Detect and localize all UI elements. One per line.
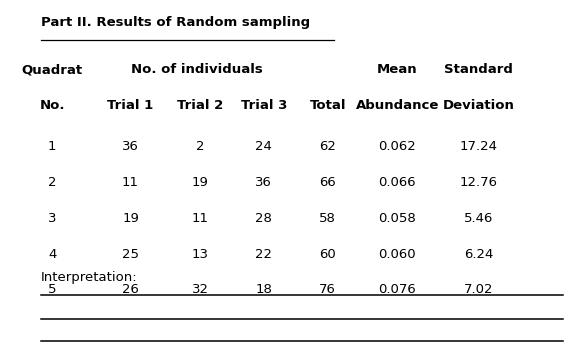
Text: 62: 62 — [319, 140, 336, 153]
Text: Total: Total — [310, 99, 346, 112]
Text: 11: 11 — [122, 176, 139, 189]
Text: 25: 25 — [122, 248, 139, 261]
Text: Standard: Standard — [444, 63, 513, 76]
Text: 66: 66 — [320, 176, 336, 189]
Text: Abundance: Abundance — [356, 99, 439, 112]
Text: 5: 5 — [48, 284, 56, 296]
Text: 19: 19 — [122, 212, 139, 225]
Text: Deviation: Deviation — [443, 99, 514, 112]
Text: 0.060: 0.060 — [379, 248, 416, 261]
Text: No.: No. — [39, 99, 65, 112]
Text: Trial 1: Trial 1 — [107, 99, 154, 112]
Text: 0.076: 0.076 — [378, 284, 416, 296]
Text: 28: 28 — [255, 212, 273, 225]
Text: 1: 1 — [48, 140, 56, 153]
Text: 22: 22 — [255, 248, 273, 261]
Text: 5.46: 5.46 — [464, 212, 493, 225]
Text: Interpretation:: Interpretation: — [41, 271, 137, 284]
Text: 36: 36 — [122, 140, 139, 153]
Text: Mean: Mean — [377, 63, 418, 76]
Text: 32: 32 — [191, 284, 209, 296]
Text: 19: 19 — [191, 176, 209, 189]
Text: 4: 4 — [48, 248, 56, 261]
Text: 24: 24 — [255, 140, 273, 153]
Text: 12.76: 12.76 — [459, 176, 498, 189]
Text: 3: 3 — [48, 212, 56, 225]
Text: Trial 3: Trial 3 — [241, 99, 287, 112]
Text: 0.062: 0.062 — [378, 140, 416, 153]
Text: 76: 76 — [319, 284, 336, 296]
Text: 58: 58 — [319, 212, 336, 225]
Text: 36: 36 — [255, 176, 273, 189]
Text: 17.24: 17.24 — [459, 140, 498, 153]
Text: 0.058: 0.058 — [378, 212, 416, 225]
Text: Part II. Results of Random sampling: Part II. Results of Random sampling — [41, 16, 310, 29]
Text: 26: 26 — [122, 284, 139, 296]
Text: 60: 60 — [320, 248, 336, 261]
Text: 13: 13 — [191, 248, 209, 261]
Text: Trial 2: Trial 2 — [177, 99, 223, 112]
Text: 2: 2 — [196, 140, 204, 153]
Text: Quadrat: Quadrat — [21, 63, 83, 76]
Text: 7.02: 7.02 — [464, 284, 493, 296]
Text: 2: 2 — [48, 176, 56, 189]
Text: No. of individuals: No. of individuals — [131, 63, 263, 76]
Text: 0.066: 0.066 — [379, 176, 416, 189]
Text: 6.24: 6.24 — [464, 248, 493, 261]
Text: 11: 11 — [191, 212, 209, 225]
Text: 18: 18 — [255, 284, 273, 296]
